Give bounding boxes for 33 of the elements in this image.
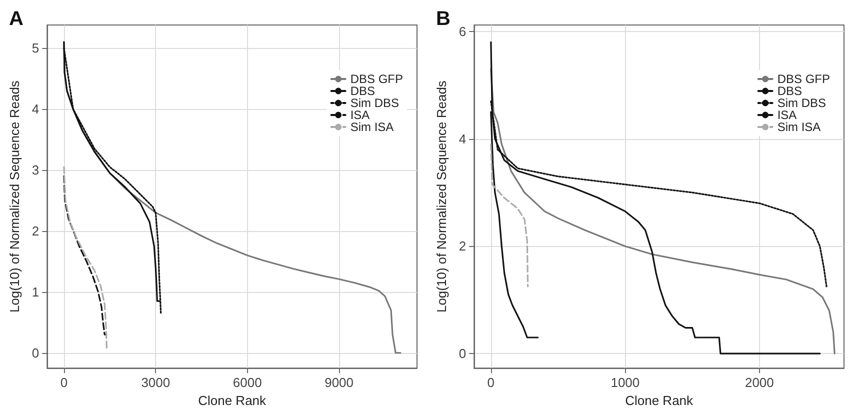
legend-label: Sim DBS [350,96,400,110]
y-tick-label: 3 [32,162,40,178]
legend-label: Sim ISA [777,120,821,134]
y-tick-label: 2 [32,223,40,238]
x-tick-label: 0 [487,375,495,390]
legend-label: ISA [777,108,797,122]
y-tick-label: 0 [32,345,40,360]
y-tick-label: 4 [458,131,466,146]
legend-label: DBS GFP [777,72,830,86]
legend-label: DBS [777,84,802,98]
x-axis-title: Clone Rank [625,393,694,408]
y-tick-label: 0 [458,346,466,362]
y-tick-label: 4 [32,102,40,117]
x-tick-label: 1000 [610,375,640,390]
y-tick-label: 2 [458,238,466,254]
x-tick-label: 9000 [324,375,354,390]
legend-label: ISA [350,108,370,122]
y-tick-label: 1 [32,284,40,300]
y-tick-label: 5 [32,40,40,56]
x-tick-label: 0 [60,375,68,390]
legend-label: DBS [350,84,376,98]
y-axis-title: Log(10) of Normalized Sequence Reads [7,80,22,313]
x-tick-label: 2000 [744,375,774,390]
legend-label: Sim ISA [350,120,394,134]
y-axis-title: Log(10) of Normalized Sequence Reads [434,80,449,313]
chart-title: B [436,8,450,30]
legend-label: Sim DBS [777,96,826,110]
y-tick-label: 6 [458,24,466,39]
chart-title: A [9,8,24,30]
x-tick-label: 6000 [232,375,262,390]
legend-label: DBS GFP [350,72,404,86]
x-tick-label: 3000 [141,375,170,390]
x-axis-title: Clone Rank [198,393,267,408]
